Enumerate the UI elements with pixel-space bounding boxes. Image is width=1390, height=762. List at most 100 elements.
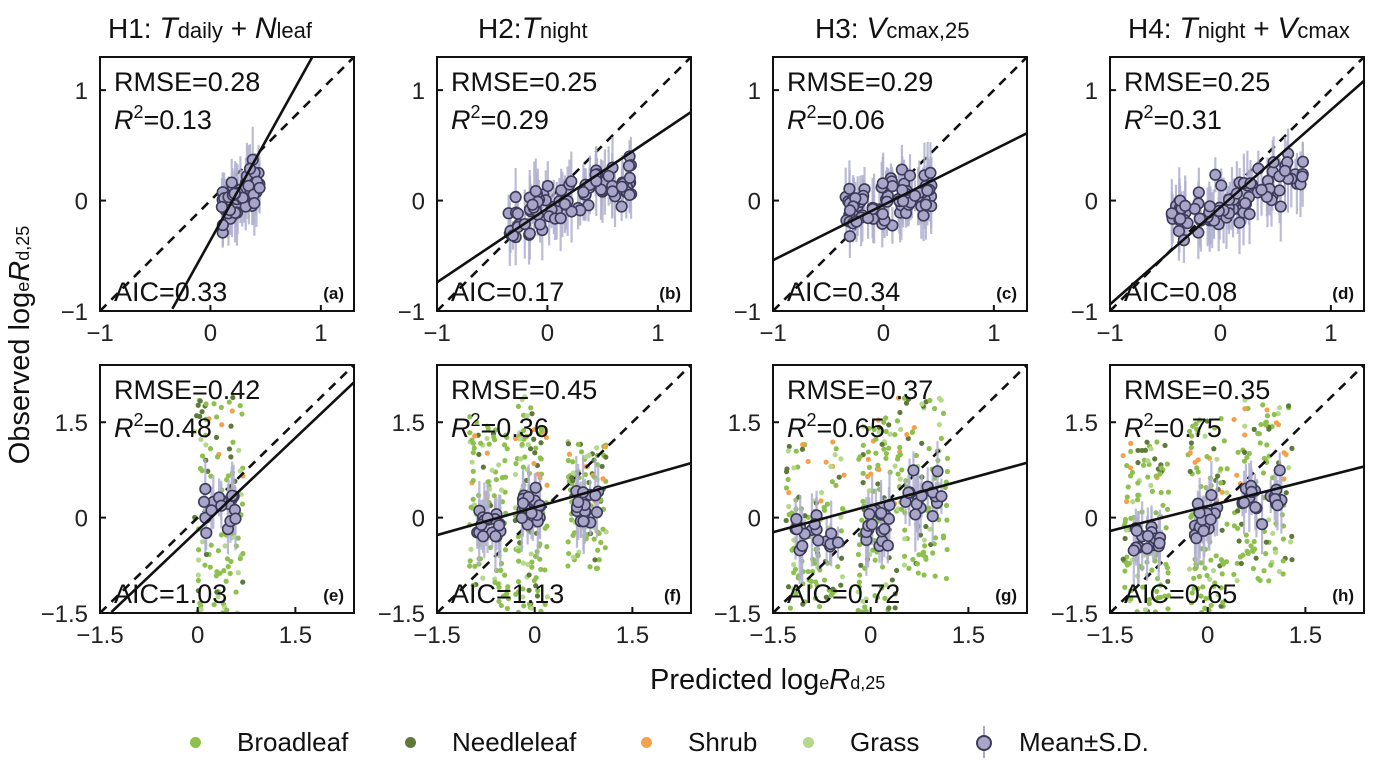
species-point	[1149, 567, 1155, 573]
y-tick-label: −1.5	[1051, 601, 1098, 628]
species-point	[799, 446, 806, 452]
species-point	[902, 536, 908, 542]
species-point	[538, 566, 544, 573]
species-point	[792, 566, 799, 572]
species-point	[529, 411, 535, 417]
y-tick-label: 0	[748, 189, 761, 216]
species-point	[1212, 580, 1218, 586]
mean-point	[200, 526, 213, 540]
species-point	[1251, 426, 1257, 432]
species-point	[235, 535, 241, 541]
species-point	[809, 568, 816, 575]
mean-point	[878, 522, 891, 536]
species-point	[492, 579, 498, 585]
mean-point	[1249, 501, 1262, 514]
species-point	[921, 572, 927, 578]
species-point	[866, 464, 873, 470]
species-point	[1123, 527, 1130, 533]
species-point	[783, 485, 790, 491]
species-point	[570, 554, 576, 560]
species-point	[542, 430, 548, 436]
species-point	[211, 401, 217, 407]
species-point	[531, 460, 537, 467]
x-tick-label: 0	[1201, 622, 1214, 649]
y-tick-label: −1.5	[378, 601, 425, 628]
species-point	[602, 545, 608, 551]
species-point	[480, 464, 486, 470]
species-point	[532, 450, 538, 456]
species-point	[1203, 595, 1209, 602]
mean-point	[1141, 542, 1154, 555]
species-point	[1283, 490, 1289, 496]
mean-point	[523, 227, 536, 240]
species-point	[1224, 521, 1230, 527]
regression-line	[773, 132, 1027, 262]
species-point	[839, 506, 846, 512]
title-h3-sub-a: cmax,25	[886, 18, 970, 43]
species-point	[1218, 585, 1224, 591]
species-point	[503, 432, 509, 438]
y-tick-label: 1	[75, 78, 88, 105]
aic-label: AIC=1.03	[114, 579, 227, 609]
species-point	[873, 436, 879, 442]
aic-label: AIC=1.13	[451, 579, 564, 609]
mean-sd-marker-icon	[975, 724, 993, 760]
legend-label-shrub: Shrub	[688, 726, 758, 757]
species-point	[484, 435, 490, 442]
species-point	[919, 401, 925, 407]
species-point	[230, 439, 236, 445]
species-point	[833, 482, 839, 488]
rmse-label: RMSE=0.45	[451, 375, 597, 405]
species-point	[205, 468, 211, 474]
species-point	[466, 563, 473, 569]
species-point	[519, 441, 525, 447]
species-point	[498, 567, 504, 573]
species-point	[537, 424, 543, 430]
species-point	[785, 584, 792, 590]
mean-point	[865, 518, 878, 531]
species-point	[915, 570, 921, 576]
species-point	[528, 405, 534, 411]
title-h3-var-a: V	[866, 12, 887, 45]
species-point	[484, 450, 490, 456]
species-point	[214, 414, 220, 420]
species-point	[1261, 455, 1267, 461]
species-point	[215, 548, 221, 554]
species-point	[1135, 480, 1141, 486]
species-point	[1242, 406, 1248, 412]
species-point	[916, 552, 922, 558]
species-point	[886, 422, 892, 428]
species-point	[513, 591, 519, 597]
title-h4-sub-a: night	[1197, 18, 1246, 43]
species-point	[930, 550, 936, 556]
species-point	[214, 454, 221, 460]
species-point	[894, 567, 900, 574]
species-point	[237, 556, 243, 562]
species-point	[195, 557, 202, 563]
mean-point	[1209, 168, 1222, 181]
species-point	[920, 552, 926, 558]
species-point	[467, 558, 473, 564]
title-h4: H4: Tnight + Vcmax	[1128, 12, 1350, 46]
species-point	[898, 506, 905, 512]
species-point	[1208, 557, 1214, 563]
aic-label: AIC=0.17	[451, 277, 564, 307]
species-point	[565, 441, 572, 447]
panel-frame	[1109, 364, 1365, 614]
species-point	[526, 601, 533, 607]
species-point	[1164, 506, 1171, 513]
species-point	[1287, 539, 1294, 545]
species-point	[214, 589, 220, 595]
mean-point	[534, 218, 547, 231]
species-point	[785, 448, 791, 454]
species-point	[1162, 442, 1168, 449]
species-point	[944, 468, 951, 475]
species-point	[1194, 426, 1200, 432]
species-point	[538, 608, 544, 613]
species-point	[1140, 462, 1147, 468]
species-point	[1158, 465, 1164, 471]
species-point	[521, 603, 527, 609]
species-point	[786, 443, 792, 450]
mean-point	[226, 489, 239, 502]
